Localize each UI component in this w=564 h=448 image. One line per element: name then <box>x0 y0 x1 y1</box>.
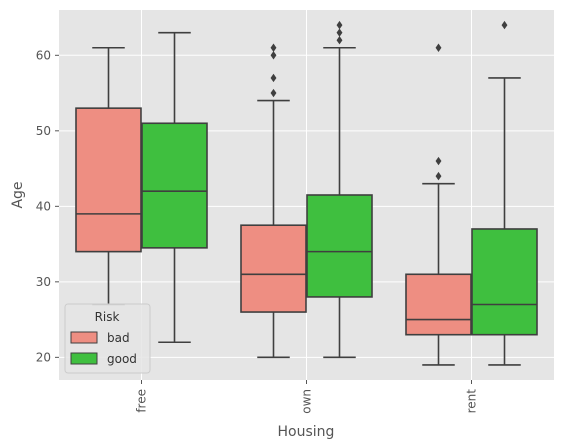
box-iqr <box>306 194 373 298</box>
box-iqr <box>405 273 472 336</box>
legend-swatch-bad <box>70 331 98 344</box>
outlier-point <box>270 43 277 52</box>
x-axis: free own rent <box>135 380 479 414</box>
y-axis-label: Age <box>10 181 26 208</box>
y-tick-label: 60 <box>36 48 51 62</box>
outlier-point <box>501 20 508 30</box>
outlier-point <box>270 51 277 60</box>
x-tick-label: free <box>135 389 149 413</box>
box-iqr <box>240 224 307 313</box>
outlier-point <box>435 156 442 166</box>
outlier-point <box>270 73 277 83</box>
box-iqr <box>141 122 208 249</box>
outlier-point <box>336 20 343 30</box>
outlier-point <box>435 171 442 181</box>
x-tick-label: own <box>300 389 314 414</box>
x-axis-label: Housing <box>278 424 335 440</box>
legend-label-good: good <box>107 352 137 366</box>
y-tick-label: 40 <box>36 199 51 213</box>
boxes <box>75 20 538 366</box>
outlier-point <box>336 36 343 45</box>
box-bad-own <box>240 43 307 359</box>
outlier-point <box>336 28 343 37</box>
box-bad-free <box>75 46 142 306</box>
legend-label-bad: bad <box>107 331 130 345</box>
x-tick-label: rent <box>465 389 479 414</box>
legend: Risk bad good <box>64 303 151 374</box>
box-bad-rent <box>405 43 472 366</box>
box-iqr <box>471 228 538 336</box>
legend-swatch-good <box>70 352 98 365</box>
outlier-point <box>435 43 442 52</box>
box-good-free <box>141 31 208 344</box>
outlier-point <box>270 88 277 98</box>
y-tick-label: 20 <box>36 350 51 364</box>
box-iqr <box>75 107 142 253</box>
y-axis: 20 30 40 50 60 <box>36 48 59 364</box>
legend-title: Risk <box>95 310 120 324</box>
y-tick-label: 50 <box>36 124 51 138</box>
y-tick-label: 30 <box>36 275 51 289</box>
box-good-own <box>306 20 373 359</box>
box-good-rent <box>471 20 538 366</box>
